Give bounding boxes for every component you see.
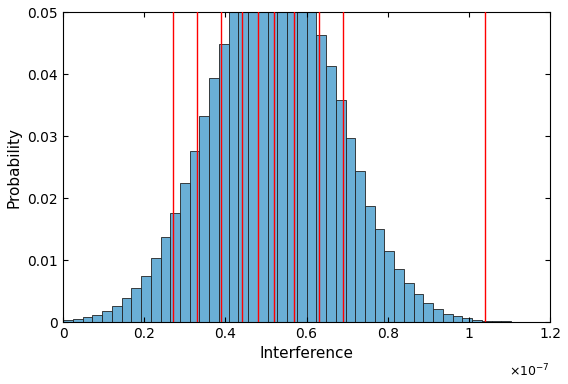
Bar — [287, 0, 297, 322]
Bar — [102, 311, 112, 322]
Bar — [404, 283, 414, 322]
Bar — [394, 269, 404, 322]
Bar — [258, 0, 268, 322]
Bar — [462, 318, 472, 322]
Bar — [482, 321, 492, 322]
Bar — [229, 12, 239, 322]
Bar — [199, 116, 209, 322]
Bar — [151, 258, 161, 322]
Bar — [141, 276, 151, 322]
X-axis label: Interference: Interference — [260, 346, 354, 361]
Bar — [122, 298, 131, 322]
Bar — [345, 138, 355, 322]
Bar — [161, 237, 170, 322]
Bar — [93, 315, 102, 322]
Bar — [336, 100, 345, 322]
Text: $\times10^{-7}$: $\times10^{-7}$ — [509, 362, 550, 379]
Bar — [190, 151, 199, 322]
Bar — [326, 66, 336, 322]
Bar — [277, 0, 287, 322]
Bar — [219, 44, 229, 322]
Bar — [365, 206, 375, 322]
Bar — [443, 314, 453, 322]
Bar — [268, 0, 277, 322]
Bar — [131, 288, 141, 322]
Bar — [297, 0, 307, 322]
Bar — [239, 0, 248, 322]
Bar — [112, 306, 122, 322]
Bar — [453, 316, 462, 322]
Bar — [414, 294, 424, 322]
Bar — [502, 321, 511, 322]
Bar — [355, 171, 365, 322]
Bar — [73, 318, 82, 322]
Bar — [375, 229, 385, 322]
Bar — [385, 250, 394, 322]
Y-axis label: Probability: Probability — [7, 127, 22, 208]
Bar — [433, 309, 443, 322]
Bar — [170, 214, 180, 322]
Bar — [307, 0, 316, 322]
Bar — [472, 320, 482, 322]
Bar — [209, 78, 219, 322]
Bar — [424, 303, 433, 322]
Bar — [316, 35, 326, 322]
Bar — [180, 183, 190, 322]
Bar — [82, 317, 93, 322]
Bar — [63, 320, 73, 322]
Bar — [492, 321, 502, 322]
Bar — [248, 0, 258, 322]
